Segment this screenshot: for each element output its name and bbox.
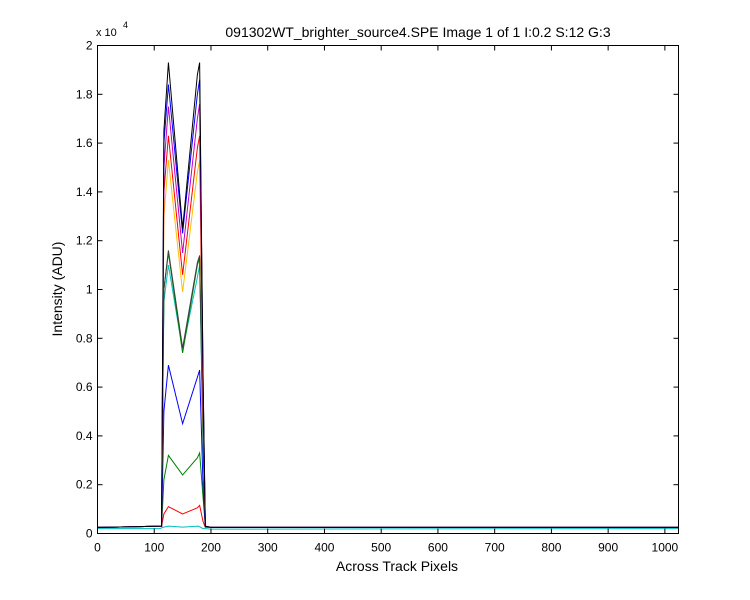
chart-title: 091302WT_brighter_source4.SPE Image 1 of… <box>225 24 610 40</box>
x-tick-label: 1000 <box>652 541 679 555</box>
series-line-2 <box>97 504 679 528</box>
y-tick-label: 1 <box>86 283 93 297</box>
x-tick-label: 300 <box>258 541 278 555</box>
y-axis: 0 0.2 0.4 0.6 0.8 1 1.2 1.4 1.6 1.8 2 <box>76 39 679 541</box>
y-axis-label: Intensity (ADU) <box>49 242 65 337</box>
series-line-12 <box>97 62 679 528</box>
x-tick-label: 0 <box>94 541 101 555</box>
x-tick-label: 800 <box>541 541 561 555</box>
x-tick-label: 400 <box>314 541 334 555</box>
x-tick-label: 700 <box>485 541 505 555</box>
y-axis-multiplier-base: x 10 <box>96 27 117 39</box>
series-line-1 <box>97 525 679 530</box>
x-tick-label: 200 <box>201 541 221 555</box>
x-tick-label: 500 <box>371 541 391 555</box>
y-tick-label: 0.6 <box>76 380 93 394</box>
y-tick-label: 2 <box>86 39 93 53</box>
y-tick-label: 0.4 <box>76 429 93 443</box>
y-tick-label: 0 <box>86 527 93 541</box>
x-tick-label: 100 <box>144 541 164 555</box>
series-layer <box>97 62 679 530</box>
x-tick-label: 900 <box>598 541 618 555</box>
y-tick-label: 0.8 <box>76 331 93 345</box>
x-tick-label: 600 <box>428 541 448 555</box>
y-axis-multiplier: x 10 4 <box>96 20 128 39</box>
y-tick-label: 0.2 <box>76 478 93 492</box>
y-axis-multiplier-exponent: 4 <box>123 20 128 30</box>
y-tick-label: 1.8 <box>76 87 93 101</box>
x-axis-label: Across Track Pixels <box>336 558 458 574</box>
y-tick-label: 1.6 <box>76 136 93 150</box>
y-tick-label: 1.2 <box>76 234 93 248</box>
x-axis: 0 100 200 300 400 500 600 700 800 900 1000 <box>94 45 679 555</box>
y-tick-label: 1.4 <box>76 185 93 199</box>
